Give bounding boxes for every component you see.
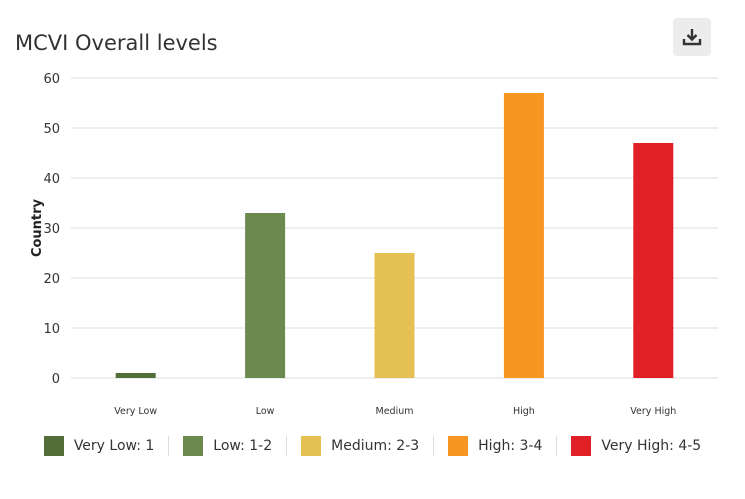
- download-button[interactable]: [673, 18, 711, 56]
- legend-swatch: [448, 436, 469, 456]
- legend-item[interactable]: Medium: 2-3: [286, 436, 433, 456]
- x-tick-label: Very Low: [114, 406, 157, 417]
- y-tick-label: 10: [43, 322, 60, 337]
- y-tick-label: 50: [43, 122, 60, 137]
- y-tick-label: 60: [43, 72, 60, 87]
- legend-swatch: [183, 436, 204, 456]
- legend-swatch: [301, 436, 322, 456]
- y-tick-label: 20: [43, 272, 60, 287]
- legend-label: Low: 1-2: [213, 438, 273, 454]
- bar-chart: 0 10 20 30 40 50 60 Country Very Low Low Medium Hig…: [30, 72, 718, 417]
- x-tick-label: Medium: [376, 406, 414, 417]
- y-tick-label: 40: [43, 172, 60, 187]
- x-tick-label: Low: [256, 406, 275, 417]
- legend-item[interactable]: High: 3-4: [433, 436, 556, 456]
- x-tick-label: High: [513, 406, 535, 417]
- bar-high: [503, 93, 544, 378]
- legend-swatch: [43, 436, 64, 456]
- bar-very-low: [115, 373, 156, 378]
- y-tick-label: 0: [52, 372, 60, 387]
- legend-label: Very Low: 1: [73, 438, 155, 454]
- legend-item[interactable]: Low: 1-2: [168, 436, 286, 456]
- bar-low: [245, 213, 286, 378]
- legend-item[interactable]: Very High: 4-5: [556, 436, 715, 456]
- legend-item[interactable]: Very Low: 1: [30, 436, 168, 456]
- chart-title: MCVI Overall levels: [15, 31, 218, 55]
- x-tick-label: Very High: [630, 406, 676, 417]
- legend-label: Very High: 4-5: [601, 438, 702, 454]
- legend-label: Medium: 2-3: [331, 438, 420, 454]
- bar-very-high: [633, 143, 674, 378]
- download-icon: [682, 29, 702, 46]
- y-axis-label: Country: [30, 198, 45, 257]
- legend-label: High: 3-4: [478, 438, 543, 454]
- y-tick-label: 30: [43, 222, 60, 237]
- bar-medium: [374, 253, 415, 378]
- legend: Very Low: 1 Low: 1-2 Medium: 2-3 High: 3-4 V…: [0, 436, 745, 456]
- legend-swatch: [571, 436, 592, 456]
